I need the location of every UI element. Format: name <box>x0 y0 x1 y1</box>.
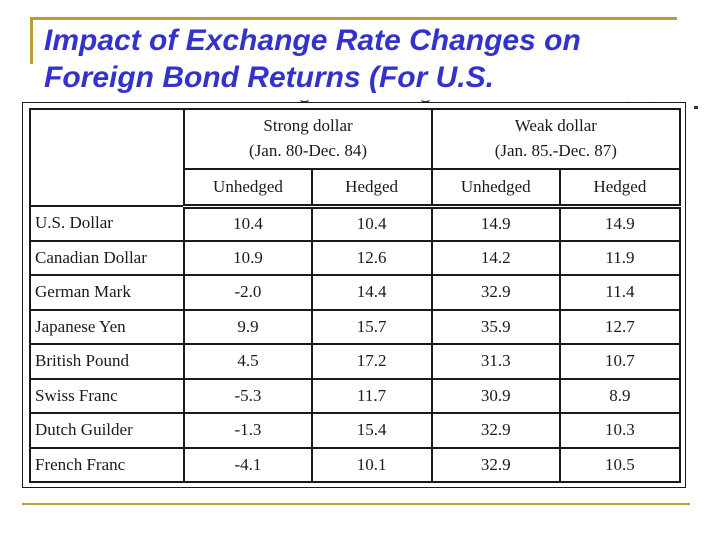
value-cell: 15.7 <box>310 308 433 345</box>
value-cell: -5.3 <box>183 377 313 414</box>
slide-title-line1: Impact of Exchange Rate Changes on <box>44 24 581 57</box>
value-cell: 35.9 <box>430 308 561 345</box>
column-header-unhedged-weak: Unhedged <box>430 168 561 209</box>
value-cell: 10.5 <box>558 446 682 483</box>
bond-returns-table: Strong dollar (Jan. 80-Dec. 84) Weak dol… <box>28 108 682 483</box>
currency-label: German Mark <box>28 274 186 311</box>
value-cell: 9.9 <box>183 308 313 345</box>
value-cell: 10.3 <box>558 412 682 449</box>
header-group-row: Strong dollar (Jan. 80-Dec. 84) Weak dol… <box>28 108 682 207</box>
value-cell: 12.7 <box>558 308 682 345</box>
slide-title: Impact of Exchange Rate Changes on Forei… <box>44 22 581 96</box>
value-cell: 11.7 <box>310 377 433 414</box>
header-sub-row: Unhedged Hedged Unhedged Hedged <box>30 168 682 209</box>
value-cell: 14.9 <box>558 205 682 242</box>
group-title: Strong dollar <box>263 116 353 136</box>
corner-cell <box>28 108 186 207</box>
currency-label: French Franc <box>28 446 186 483</box>
currency-label: Canadian Dollar <box>28 239 186 276</box>
value-cell: 32.9 <box>430 412 561 449</box>
value-cell: 10.7 <box>558 343 682 380</box>
value-cell: 32.9 <box>430 446 561 483</box>
value-cell: 15.4 <box>310 412 433 449</box>
table-row: Japanese Yen 9.9 15.7 35.9 12.7 <box>28 308 682 345</box>
value-cell: 12.6 <box>310 239 433 276</box>
value-cell: 17.2 <box>310 343 433 380</box>
table-row: Swiss Franc -5.3 11.7 30.9 8.9 <box>28 377 682 414</box>
currency-label: Japanese Yen <box>28 308 186 345</box>
table-row: U.S. Dollar 10.4 10.4 14.9 14.9 <box>28 205 682 242</box>
value-cell: 31.3 <box>430 343 561 380</box>
column-header-unhedged-strong: Unhedged <box>183 168 313 209</box>
table-row: Dutch Guilder -1.3 15.4 32.9 10.3 <box>28 412 682 449</box>
slide-title-line2: Foreign Bond Returns (For U.S. <box>44 61 494 94</box>
column-header-hedged-strong: Hedged <box>310 168 433 209</box>
currency-label: U.S. Dollar <box>28 205 186 242</box>
table-row: German Mark -2.0 14.4 32.9 11.4 <box>28 274 682 311</box>
table-row: French Franc -4.1 10.1 32.9 10.5 <box>28 446 682 483</box>
currency-label: British Pound <box>28 343 186 380</box>
group-subtitle: (Jan. 85.-Dec. 87) <box>494 141 617 160</box>
value-cell: 10.4 <box>310 205 433 242</box>
value-cell: 10.1 <box>310 446 433 483</box>
value-cell: 14.9 <box>430 205 561 242</box>
scan-artifact-mark <box>694 106 698 109</box>
currency-label: Dutch Guilder <box>28 412 186 449</box>
group-subtitle: (Jan. 80-Dec. 84) <box>249 141 368 160</box>
column-group-strong-dollar: Strong dollar (Jan. 80-Dec. 84) <box>183 108 433 170</box>
value-cell: 4.5 <box>183 343 313 380</box>
returns-table-frame: Strong dollar (Jan. 80-Dec. 84) Weak dol… <box>22 102 686 488</box>
value-cell: 8.9 <box>558 377 682 414</box>
value-cell: 30.9 <box>430 377 561 414</box>
value-cell: 14.4 <box>310 274 433 311</box>
column-header-hedged-weak: Hedged <box>558 168 682 209</box>
table-row: Canadian Dollar 10.9 12.6 14.2 11.9 <box>28 239 682 276</box>
value-cell: 10.9 <box>183 239 313 276</box>
column-group-weak-dollar: Weak dollar (Jan. 85.-Dec. 87) <box>430 108 682 170</box>
table-row: British Pound 4.5 17.2 31.3 10.7 <box>28 343 682 380</box>
value-cell: 10.4 <box>183 205 313 242</box>
group-title: Weak dollar <box>514 116 597 136</box>
title-accent-line-top <box>30 17 677 20</box>
value-cell: -1.3 <box>183 412 313 449</box>
title-accent-line-left <box>30 17 33 64</box>
value-cell: 11.9 <box>558 239 682 276</box>
value-cell: 14.2 <box>430 239 561 276</box>
value-cell: 11.4 <box>558 274 682 311</box>
value-cell: 32.9 <box>430 274 561 311</box>
value-cell: -2.0 <box>183 274 313 311</box>
currency-label: Swiss Franc <box>28 377 186 414</box>
value-cell: -4.1 <box>183 446 313 483</box>
bottom-divider-line <box>22 503 690 505</box>
